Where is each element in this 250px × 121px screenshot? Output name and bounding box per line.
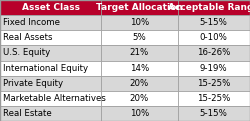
Bar — [178, 45, 250, 60]
Text: 21%: 21% — [130, 48, 149, 57]
Bar — [178, 30, 250, 45]
Bar — [101, 30, 178, 45]
Bar — [0, 30, 101, 45]
Bar — [178, 106, 250, 121]
Text: Target Allocation: Target Allocation — [96, 3, 183, 12]
Text: Private Equity: Private Equity — [3, 79, 63, 88]
Bar — [178, 15, 250, 30]
Bar — [178, 60, 250, 76]
Text: Real Estate: Real Estate — [3, 109, 52, 118]
Text: 5%: 5% — [132, 33, 146, 42]
Text: Asset Class: Asset Class — [22, 3, 80, 12]
Text: 20%: 20% — [130, 94, 149, 103]
Bar — [101, 45, 178, 60]
Bar — [101, 0, 178, 15]
Text: 10%: 10% — [130, 18, 149, 27]
Bar — [101, 106, 178, 121]
Bar — [0, 106, 101, 121]
Text: 0-10%: 0-10% — [200, 33, 228, 42]
Bar — [101, 60, 178, 76]
Text: Marketable Alternatives: Marketable Alternatives — [3, 94, 106, 103]
Text: 5-15%: 5-15% — [200, 18, 228, 27]
Bar — [0, 45, 101, 60]
Bar — [101, 15, 178, 30]
Text: 10%: 10% — [130, 109, 149, 118]
Bar — [0, 60, 101, 76]
Text: 15-25%: 15-25% — [197, 94, 230, 103]
Bar — [0, 0, 101, 15]
Text: 15-25%: 15-25% — [197, 79, 230, 88]
Text: 5-15%: 5-15% — [200, 109, 228, 118]
Text: 16-26%: 16-26% — [197, 48, 230, 57]
Text: 9-19%: 9-19% — [200, 64, 228, 73]
Bar — [0, 76, 101, 91]
Text: Acceptable Range: Acceptable Range — [168, 3, 250, 12]
Bar — [101, 76, 178, 91]
Bar — [178, 0, 250, 15]
Text: Real Assets: Real Assets — [3, 33, 52, 42]
Bar — [101, 91, 178, 106]
Bar — [0, 91, 101, 106]
Text: International Equity: International Equity — [3, 64, 88, 73]
Bar — [178, 91, 250, 106]
Text: U.S. Equity: U.S. Equity — [3, 48, 50, 57]
Bar — [178, 76, 250, 91]
Text: 14%: 14% — [130, 64, 149, 73]
Bar — [0, 15, 101, 30]
Text: 20%: 20% — [130, 79, 149, 88]
Text: Fixed Income: Fixed Income — [3, 18, 60, 27]
